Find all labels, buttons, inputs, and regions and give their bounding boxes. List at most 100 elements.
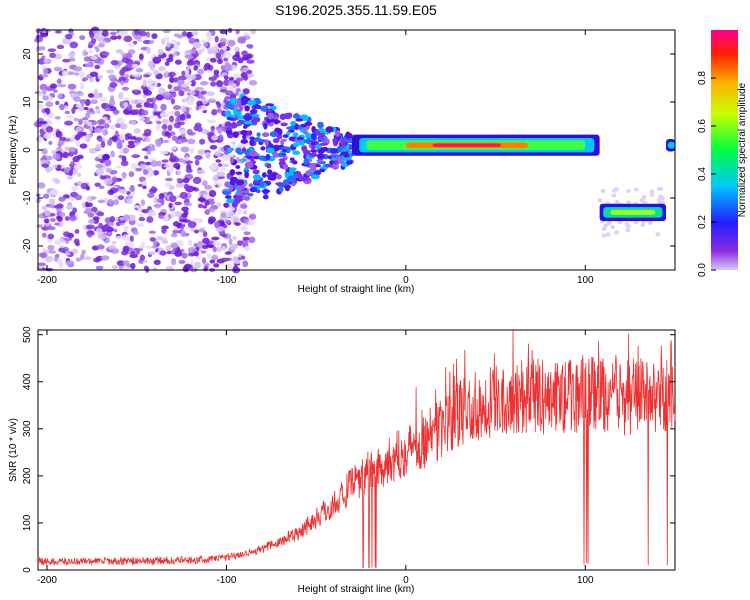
shifted-halo: [639, 198, 645, 203]
noise-blob: [56, 78, 62, 85]
noise-blob: [189, 259, 195, 265]
band-blob: [266, 147, 275, 154]
noise-blob: [109, 81, 118, 88]
y-tick-label: 100: [22, 514, 33, 531]
noise-blob: [127, 143, 136, 149]
band-blob: [248, 150, 258, 157]
noise-blob: [54, 178, 61, 184]
noise-blob: [162, 139, 170, 144]
noise-blob: [180, 138, 188, 143]
noise-blob: [111, 135, 118, 143]
noise-blob: [131, 154, 141, 159]
band-blob: [327, 155, 333, 159]
band-blob: [240, 99, 249, 105]
noise-blob: [57, 220, 64, 228]
band-blob: [299, 176, 308, 182]
noise-blob: [130, 163, 138, 170]
noise-blob: [200, 250, 207, 254]
noise-blob: [77, 90, 82, 95]
noise-blob: [149, 212, 158, 217]
band-blob: [255, 104, 262, 110]
shifted-halo: [633, 187, 639, 192]
noise-blob: [211, 254, 219, 261]
noise-blob: [53, 89, 58, 93]
noise-blob: [197, 240, 204, 249]
band-blob: [269, 131, 278, 138]
noise-blob: [122, 260, 130, 266]
noise-blob: [95, 143, 102, 151]
noise-blob: [116, 260, 126, 266]
noise-blob: [204, 200, 210, 206]
noise-blob: [133, 128, 141, 134]
noise-blob: [42, 95, 49, 101]
edge-tone-inner: [667, 141, 675, 149]
noise-blob: [66, 71, 75, 76]
noise-blob: [146, 97, 153, 103]
noise-blob: [69, 215, 77, 222]
noise-blob: [63, 105, 68, 111]
noise-blob: [138, 53, 144, 60]
noise-blob: [180, 146, 190, 153]
noise-blob: [180, 84, 190, 88]
noise-blob: [57, 94, 63, 99]
noise-blob: [55, 100, 60, 106]
noise-blob: [90, 196, 97, 200]
noise-blob: [114, 130, 119, 137]
noise-blob: [137, 99, 146, 104]
band-blob: [313, 171, 322, 176]
snr-y-ticks: 0 100 200 300 400 500: [22, 326, 675, 573]
colorbar-label: Normalized spectral amplitude: [737, 82, 748, 217]
band-blob: [244, 105, 250, 112]
band-blob: [297, 140, 306, 146]
noise-blob: [43, 218, 50, 224]
noise-blob: [119, 190, 128, 194]
noise-blob: [159, 112, 169, 118]
band-blob: [230, 114, 237, 118]
noise-blob: [149, 115, 154, 119]
shifted-halo: [605, 232, 611, 237]
shifted-halo: [624, 222, 630, 227]
noise-blob: [166, 41, 171, 48]
band-blob: [242, 190, 249, 194]
noise-blob: [193, 125, 199, 132]
noise-blob: [145, 116, 151, 123]
noise-blob: [42, 88, 47, 95]
noise-blob: [146, 103, 154, 108]
band-blob: [242, 133, 247, 140]
band-blob: [311, 145, 316, 151]
noise-blob: [216, 202, 222, 207]
band-blob: [247, 192, 254, 197]
noise-blob: [209, 259, 216, 264]
band-blob: [332, 137, 338, 144]
noise-blob: [224, 64, 233, 72]
band-blob: [335, 156, 343, 162]
noise-blob: [41, 55, 46, 59]
noise-blob: [194, 250, 199, 257]
noise-blob: [166, 57, 174, 63]
x-tick-label: -100: [216, 275, 236, 286]
noise-blob: [41, 148, 48, 155]
noise-blob: [92, 216, 100, 221]
noise-blob: [171, 39, 177, 45]
shifted-halo: [642, 200, 648, 205]
band-blob: [275, 182, 285, 186]
colorbar: 0.0 0.2 0.4 0.6 0.8 Normalized spectral ampl…: [697, 30, 748, 277]
noise-blob: [175, 165, 181, 170]
noise-blob: [61, 70, 69, 77]
noise-blob: [44, 255, 54, 263]
noise-blob: [225, 210, 235, 218]
noise-blob: [115, 221, 122, 227]
noise-blob: [220, 257, 230, 262]
band-blob: [310, 149, 318, 153]
shifted-halo: [610, 225, 616, 230]
noise-blob: [224, 251, 232, 255]
noise-blob: [140, 241, 146, 246]
noise-blob: [64, 216, 70, 221]
noise-blob: [212, 246, 217, 253]
noise-blob: [97, 119, 106, 125]
noise-blob: [229, 76, 235, 81]
noise-blob: [217, 58, 223, 65]
noise-blob: [240, 225, 248, 232]
noise-blob: [247, 44, 254, 49]
noise-blob: [84, 62, 94, 68]
